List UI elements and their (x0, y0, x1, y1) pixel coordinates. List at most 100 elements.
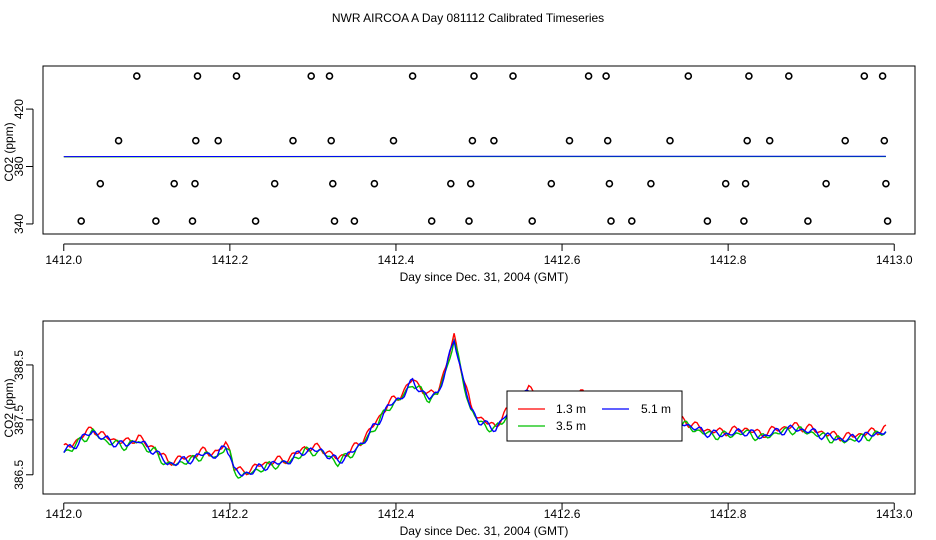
bottom-series-35m (63, 337, 887, 479)
top-marker-point (740, 217, 748, 225)
bottom-x-tick-label: 1412.8 (710, 507, 747, 521)
bottom-x-axis-title: Day since Dec. 31, 2004 (GMT) (400, 524, 569, 538)
top-marker-point (878, 72, 887, 80)
top-x-tick-label: 1413.0 (876, 253, 913, 267)
top-x-tick-label: 1412.6 (544, 253, 581, 267)
top-panel: 1412.0 1412.2 1412.4 1412.6 1412.8 1413.0 340 3… (2, 65, 916, 284)
top-marker-point (192, 136, 200, 145)
top-marker-point (96, 179, 105, 188)
bottom-x-tick-label: 1412.4 (378, 507, 415, 521)
bottom-x-tick-label: 1412.0 (45, 507, 82, 521)
top-x-tick-label: 1412.4 (378, 253, 415, 267)
top-marker-point (325, 72, 334, 80)
top-marker-point (547, 179, 556, 188)
top-marker-point (841, 136, 850, 145)
top-y-tick-label: 380 (12, 156, 26, 176)
figure-title: NWR AIRCOA A Day 081112 Calibrated Times… (332, 11, 604, 25)
top-marker-point (251, 217, 260, 225)
bottom-plot-frame (42, 320, 916, 495)
top-x-tick-label: 1412.2 (212, 253, 249, 267)
top-marker-point (193, 72, 202, 80)
top-marker-point (490, 136, 498, 145)
top-ticks: 1412.0 1412.2 1412.4 1412.6 1412.8 1413.0 340 3… (12, 99, 913, 267)
top-marker-point (784, 72, 793, 80)
top-marker-point (804, 217, 812, 225)
top-marker-point (584, 72, 593, 80)
bottom-series (63, 333, 887, 479)
top-marker-point (602, 72, 610, 80)
top-marker-point (389, 136, 398, 145)
bottom-ticks: 1412.0 1412.2 1412.4 1412.6 1412.8 1413.0 386.… (12, 350, 913, 521)
legend: 1.3 m 3.5 m 5.1 m (506, 390, 683, 442)
top-marker-point (191, 179, 199, 188)
bottom-series-51m (63, 338, 887, 477)
top-marker-point (684, 72, 693, 80)
top-y-tick-label: 340 (12, 214, 26, 234)
top-x-tick-label: 1412.8 (710, 253, 747, 267)
top-marker-point (289, 136, 297, 145)
bottom-x-tick-label: 1412.2 (212, 507, 249, 521)
top-marker-point (77, 217, 85, 225)
top-marker-point (741, 179, 750, 188)
top-x-tick-label: 1412.0 (45, 253, 82, 267)
top-marker-point (468, 136, 477, 145)
top-marker-point (408, 72, 417, 80)
top-marker-point (330, 217, 339, 225)
top-marker-point (350, 217, 359, 225)
bottom-x-tick-label: 1412.6 (544, 507, 581, 521)
top-marker-point (880, 136, 889, 145)
top-marker-point (232, 72, 241, 80)
bottom-y-axis-title: CO2 (ppm) (2, 378, 16, 437)
top-marker-point (466, 179, 475, 188)
top-marker-point (743, 136, 752, 145)
top-marker-point (605, 179, 614, 188)
top-marker-point (860, 72, 869, 80)
bottom-panel: 1412.0 1412.2 1412.4 1412.6 1412.8 1413.0 386.… (2, 320, 916, 538)
top-marker-point (188, 217, 197, 225)
bottom-y-tick-label: 386.5 (12, 459, 26, 489)
top-marker-point (270, 179, 279, 188)
top-series (63, 155, 886, 158)
legend-label-3-5m: 3.5 m (556, 419, 586, 433)
top-marker-point (721, 179, 730, 188)
legend-label-1-3m: 1.3 m (556, 402, 586, 416)
top-y-tick-label: 420 (12, 99, 26, 119)
bottom-x-tick-label: 1413.0 (876, 507, 913, 521)
top-plot-frame (42, 65, 916, 235)
top-marker-point (327, 136, 336, 145)
bottom-y-tick-label: 387.5 (12, 405, 26, 435)
top-marker-point (883, 217, 892, 225)
top-marker-point (427, 217, 436, 225)
top-marker-point (328, 179, 337, 188)
top-marker-point (666, 136, 674, 145)
top-marker-point (603, 136, 612, 145)
top-marker-point (745, 72, 753, 80)
top-marker-point (765, 136, 774, 145)
top-marker-point (114, 136, 123, 145)
top-marker-point (509, 72, 517, 80)
top-marker-point (214, 136, 222, 145)
top-marker-point (703, 217, 712, 225)
top-marker-point (882, 179, 890, 188)
top-marker-point (307, 72, 316, 80)
top-marker-point (446, 179, 455, 188)
top-marker-point (465, 217, 473, 225)
top-marker-point (607, 217, 615, 225)
bottom-y-tick-label: 388.5 (12, 350, 26, 380)
top-marker-point (565, 136, 574, 145)
top-marker-point (170, 179, 178, 188)
top-marker-point (470, 72, 478, 80)
top-markers (77, 72, 892, 225)
top-marker-point (133, 72, 141, 80)
top-marker-point (152, 217, 160, 225)
legend-label-5-1m: 5.1 m (641, 402, 671, 416)
top-y-axis-title: CO2 (ppm) (2, 122, 16, 181)
top-marker-point (822, 179, 830, 188)
legend-box (506, 390, 683, 442)
top-marker-point (627, 217, 636, 225)
top-marker-point (370, 179, 379, 188)
top-x-axis-title: Day since Dec. 31, 2004 (GMT) (400, 270, 569, 284)
top-marker-point (647, 179, 655, 188)
top-marker-point (528, 217, 537, 225)
